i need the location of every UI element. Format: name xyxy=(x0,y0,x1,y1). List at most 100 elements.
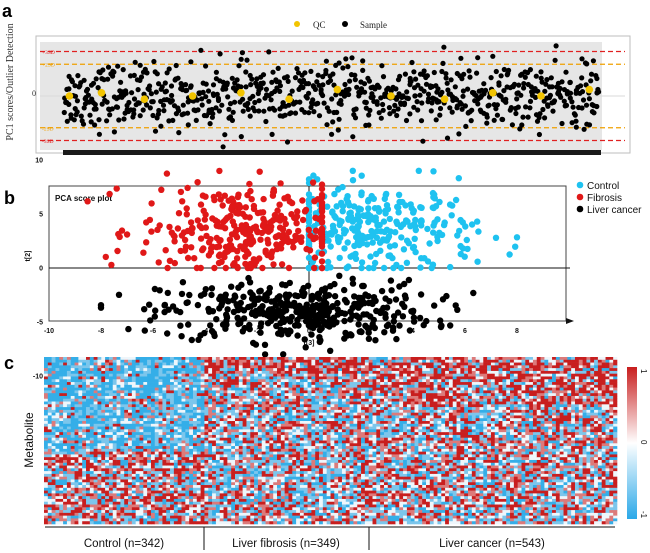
heatmap-cell xyxy=(86,384,91,388)
heatmap-cell xyxy=(227,421,232,425)
heatmap-cell xyxy=(70,515,75,519)
heatmap-cell xyxy=(47,384,52,388)
heatmap-cell xyxy=(93,501,98,505)
heatmap-cell xyxy=(101,379,106,383)
heatmap-cell xyxy=(219,412,224,416)
sample-point xyxy=(567,90,574,96)
heatmap-cell xyxy=(212,507,217,511)
heatmap-cell xyxy=(116,379,121,383)
pca-point-fibrosis xyxy=(248,196,255,203)
heatmap-cell xyxy=(101,465,106,469)
heatmap-cell xyxy=(143,507,148,511)
heatmap-cell xyxy=(223,465,228,469)
pca-point-liver-cancer xyxy=(327,347,334,354)
heatmap-cell xyxy=(89,407,94,411)
pca-point-control xyxy=(349,252,356,259)
heatmap-cell xyxy=(55,504,60,508)
heatmap-cell xyxy=(101,387,106,391)
heatmap-cell xyxy=(215,429,221,433)
pca-point-fibrosis xyxy=(166,257,174,264)
pca-point-liver-cancer xyxy=(125,325,132,333)
heatmap-cell xyxy=(105,482,110,486)
heatmap-cell xyxy=(173,462,178,466)
heatmap-cell xyxy=(70,432,75,436)
pca-point-fibrosis xyxy=(200,207,207,214)
heatmap-cell xyxy=(227,457,232,461)
heatmap-cell xyxy=(105,446,110,450)
heatmap-cell xyxy=(120,412,125,416)
heatmap-cell xyxy=(89,459,94,464)
heatmap-cell xyxy=(74,434,79,439)
heatmap-cell xyxy=(78,457,83,461)
heatmap-cell xyxy=(235,412,240,416)
heatmap-cell xyxy=(158,429,163,433)
heatmap-cell xyxy=(208,473,213,477)
heatmap-cell xyxy=(70,473,75,477)
pca-point-fibrosis xyxy=(285,228,293,236)
pca-point-liver-cancer xyxy=(185,321,192,328)
heatmap-cell xyxy=(78,365,83,369)
sample-point xyxy=(250,93,256,99)
heatmap-cell xyxy=(215,471,221,475)
heatmap-cell xyxy=(192,459,198,464)
heatmap-cell xyxy=(154,515,159,519)
heatmap-cell xyxy=(238,373,243,377)
heatmap-cell xyxy=(101,437,106,441)
sample-point xyxy=(169,98,175,104)
heatmap-cell xyxy=(189,429,194,433)
heatmap-cell xyxy=(143,487,148,491)
heatmap-cell xyxy=(238,459,243,464)
heatmap-cell xyxy=(47,368,52,372)
heatmap-cell xyxy=(231,409,236,413)
heatmap-cell xyxy=(158,404,163,408)
heatmap-cell xyxy=(215,395,221,400)
heatmap-cell xyxy=(235,498,240,503)
heatmap-cell xyxy=(223,423,228,427)
heatmap-cell xyxy=(143,457,148,461)
heatmap-cell xyxy=(44,412,49,416)
heatmap-cell xyxy=(55,496,60,500)
heatmap-cell xyxy=(74,498,79,503)
heatmap-cell xyxy=(128,412,133,416)
heatmap-cell xyxy=(150,498,156,503)
heatmap-cell xyxy=(219,407,224,411)
heatmap-cell xyxy=(93,446,98,450)
heatmap-cell xyxy=(66,423,72,427)
pca-point-liver-cancer xyxy=(261,351,269,358)
heatmap-cell xyxy=(47,473,52,477)
sample-point xyxy=(522,74,528,80)
heatmap-cell xyxy=(173,521,178,525)
heatmap-cell xyxy=(231,465,236,469)
heatmap-cell xyxy=(212,454,217,458)
heatmap-cell xyxy=(55,454,60,458)
heatmap-cell xyxy=(181,412,186,416)
sample-point xyxy=(220,144,226,150)
heatmap-cell xyxy=(86,429,91,433)
heatmap-cell xyxy=(97,454,102,458)
heatmap-cell xyxy=(185,379,190,383)
heatmap-cell xyxy=(208,515,213,519)
heatmap-cell xyxy=(97,357,102,361)
heatmap-cell xyxy=(128,390,133,394)
pca-point-liver-cancer xyxy=(437,323,445,331)
heatmap-cell xyxy=(47,515,52,519)
heatmap-cell xyxy=(139,504,144,508)
heatmap-cell xyxy=(70,479,75,483)
pca-point-liver-cancer xyxy=(97,302,105,309)
heatmap-cell xyxy=(185,373,190,377)
sample-point xyxy=(75,73,81,79)
heatmap-cell xyxy=(158,421,163,425)
pca-point-fibrosis xyxy=(171,238,178,245)
pca-point-fibrosis xyxy=(168,229,175,236)
heatmap-cell xyxy=(231,479,236,483)
heatmap-cell xyxy=(131,510,136,514)
heatmap-cell xyxy=(86,490,91,494)
heatmap-cell xyxy=(158,432,163,436)
pca-point-fibrosis xyxy=(213,243,220,251)
heatmap-cell xyxy=(131,451,136,455)
heatmap-cell xyxy=(231,496,236,500)
pca-point-fibrosis xyxy=(288,199,296,207)
sample-point xyxy=(424,73,430,79)
heatmap-cell xyxy=(82,387,87,391)
heatmap-cell xyxy=(59,382,64,386)
